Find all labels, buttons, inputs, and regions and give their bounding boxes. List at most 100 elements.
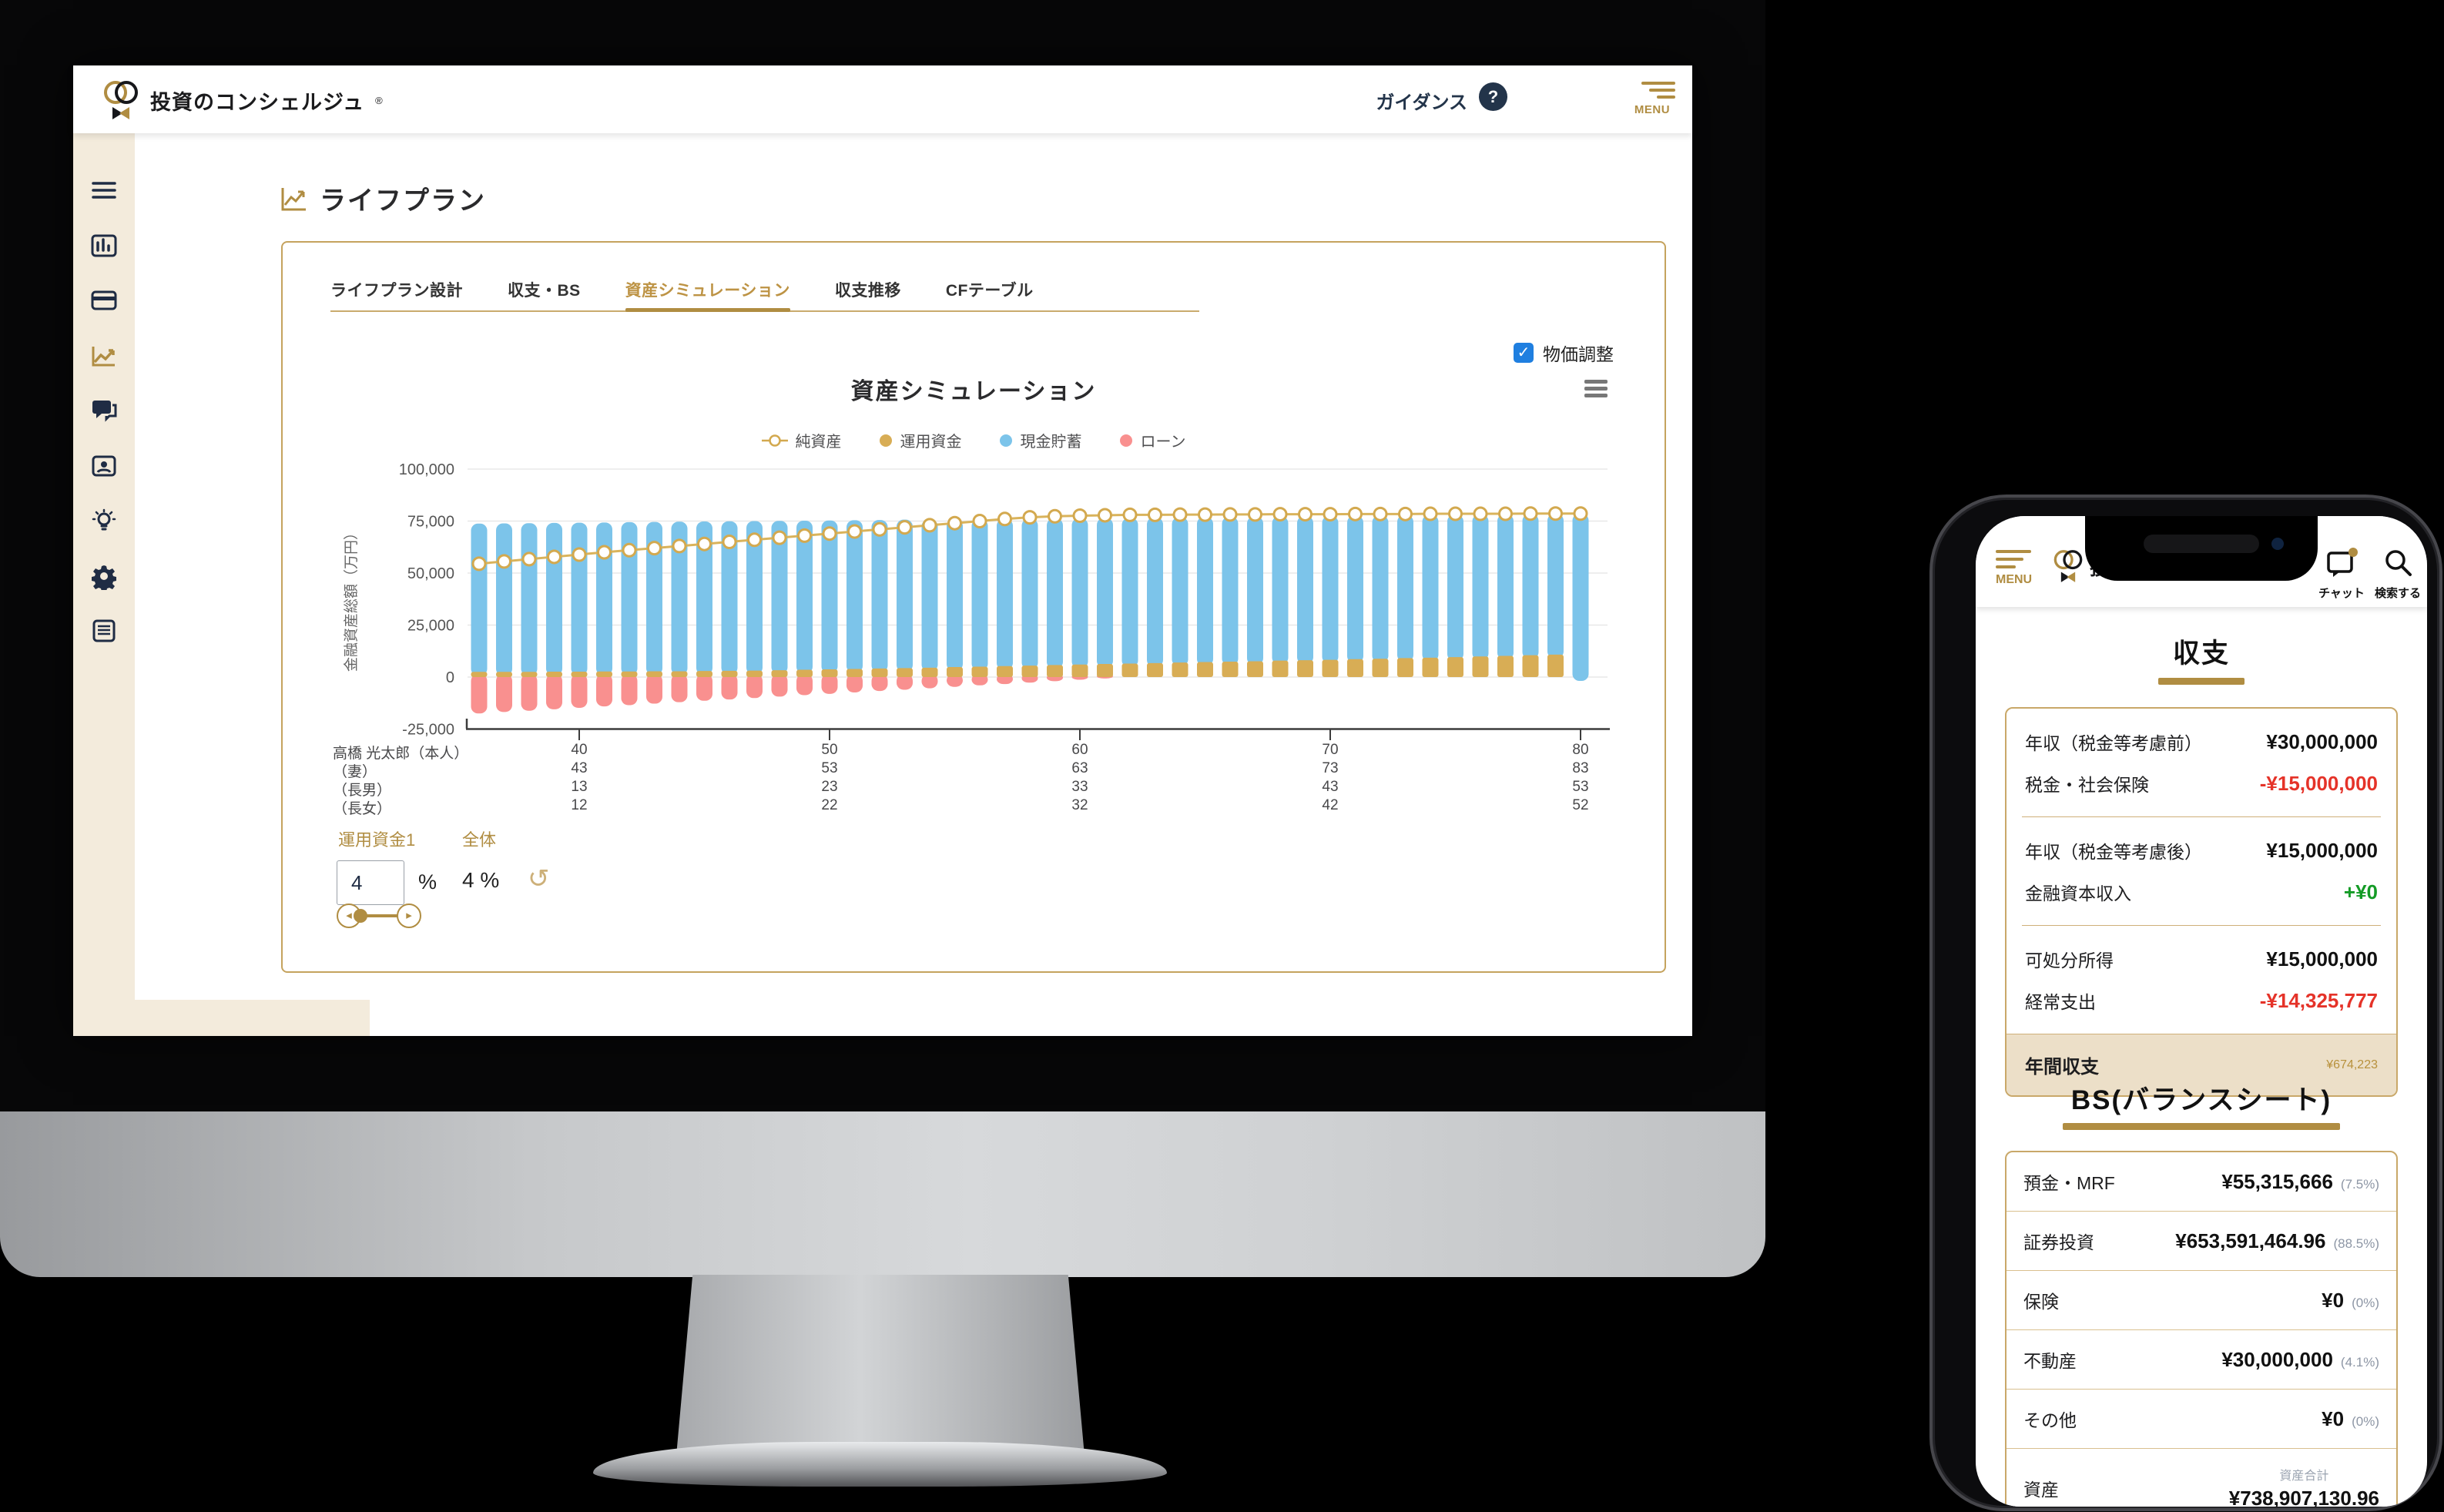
- bs-row: 保険 ¥0 (0%): [2006, 1271, 2396, 1330]
- bs-row: 不動産 ¥30,000,000 (4.1%): [2006, 1330, 2396, 1390]
- row-divider: [2022, 816, 2381, 817]
- tab-CFテーブル[interactable]: CFテーブル: [945, 282, 1034, 300]
- family-age-cell: 13: [571, 779, 588, 795]
- sidebar-item-hamburger[interactable]: [89, 175, 119, 206]
- legend-item-運用資金[interactable]: 運用資金: [879, 429, 962, 451]
- help-icon[interactable]: ?: [1479, 82, 1507, 111]
- page-title: ライフプラン: [280, 179, 486, 217]
- family-age-cell: 32: [1071, 797, 1088, 813]
- monitor-stand-neck: [676, 1275, 1085, 1456]
- income-row: 税金・社会保険 -¥15,000,000: [2025, 771, 2378, 796]
- guidance-link[interactable]: ガイダンス: [1376, 92, 1467, 113]
- row-divider: [2022, 925, 2381, 926]
- percent-sign: %: [418, 870, 438, 893]
- family-age-cell: 43: [1322, 779, 1339, 795]
- svg-text:金融資産総額（万円）: 金融資産総額（万円）: [343, 525, 360, 672]
- family-age-cell: 83: [1572, 760, 1589, 776]
- tab-資産シミュレーション[interactable]: 資産シミュレーション: [625, 282, 790, 300]
- dot-marker-icon: [999, 434, 1012, 447]
- slider-handle[interactable]: [354, 909, 367, 923]
- income-row: 可処分所得 ¥15,000,000: [2025, 947, 2378, 971]
- tab-収支推移[interactable]: 収支推移: [834, 282, 901, 300]
- bs-row: 預金・MRF ¥55,315,666 (7.5%): [2006, 1152, 2396, 1212]
- simulation-card: ライフプラン設計 収支・BS 資産シミュレーション 収支推移 CFテーブル ✓ 物価調整…: [281, 241, 1666, 973]
- sidebar-item-card[interactable]: [89, 285, 119, 316]
- fund1-label: 運用資金1: [338, 830, 416, 850]
- family-row-label: （妻）: [333, 764, 377, 780]
- phone-camera: [2271, 538, 2284, 550]
- price-adjust-checkbox[interactable]: ✓ 物価調整: [1514, 340, 1614, 366]
- logo-icon: [104, 81, 138, 119]
- lifeplan-title-icon: [281, 187, 306, 210]
- income-row: 年収（税金等考慮後） ¥15,000,000: [2025, 838, 2378, 863]
- app-window: 投資のコンシェルジュ ® ガイダンス ? MENU ライフプラン ライフプラン設…: [73, 65, 1692, 1036]
- family-age-cell: 43: [571, 760, 588, 776]
- family-row-label: （長男）: [333, 783, 392, 799]
- menu-icon: [1629, 82, 1675, 99]
- sidebar-item-dashboard[interactable]: [89, 230, 119, 261]
- monitor-chin: [0, 1111, 1765, 1277]
- legend-item-現金貯蓄[interactable]: 現金貯蓄: [999, 429, 1082, 451]
- income-title-underline: [2158, 678, 2245, 685]
- dashboard-icon: [91, 234, 117, 256]
- family-age-cell: 40: [571, 742, 588, 758]
- tab-収支・BS[interactable]: 収支・BS: [508, 282, 581, 300]
- family-age-cell: 53: [821, 760, 838, 776]
- checkbox-checked-icon[interactable]: ✓: [1514, 343, 1534, 363]
- family-age-cell: 73: [1322, 760, 1339, 776]
- family-age-cell: 33: [1071, 779, 1088, 795]
- family-age-cell: 52: [1572, 797, 1589, 813]
- dot-marker-icon: [879, 434, 892, 447]
- dot-marker-icon: [1119, 434, 1132, 447]
- menu-label: MENU: [1634, 103, 1671, 116]
- family-age-cell: 63: [1071, 760, 1088, 776]
- asset-simulation-chart: 100,000 75,000 50,000 25,000 0 -25,000 金融資産総額（…: [333, 452, 1627, 745]
- fund1-rate-input[interactable]: [337, 860, 404, 905]
- registered-mark: ®: [375, 94, 383, 106]
- tab-underline-active: [625, 308, 790, 312]
- phone-notch: [2085, 516, 2318, 581]
- settings-icon: [92, 565, 116, 590]
- legend-item-純資産[interactable]: 純資産: [761, 429, 842, 451]
- income-row: 経常支出 -¥14,325,777: [2025, 988, 2378, 1013]
- sidebar-item-idea[interactable]: [89, 505, 119, 536]
- sidebar-item-settings[interactable]: [89, 561, 119, 592]
- sidebar-item-report[interactable]: [89, 615, 119, 646]
- sidebar-item-chat[interactable]: [89, 395, 119, 426]
- slider-track[interactable]: [357, 914, 403, 917]
- slider-increase-button[interactable]: ▸: [397, 904, 421, 928]
- chart-context-menu-icon[interactable]: [1584, 380, 1608, 401]
- family-age-cell: 50: [821, 742, 838, 758]
- phone-menu-button[interactable]: MENU: [1996, 550, 2040, 587]
- idea-icon: [92, 508, 116, 531]
- sidebar-item-lifeplan-chart[interactable]: [89, 340, 119, 371]
- hamburger-icon: [92, 182, 116, 199]
- income-card: 年収（税金等考慮前） ¥30,000,000 税金・社会保険 -¥15,000,000…: [2005, 707, 2398, 1097]
- chat-icon: [92, 401, 117, 422]
- svg-text:-25,000: -25,000: [402, 722, 454, 739]
- profile-icon: [92, 455, 116, 476]
- card-icon: [91, 290, 117, 310]
- line-marker-icon: [761, 434, 788, 447]
- phone-search-button[interactable]: 検索する: [2373, 547, 2422, 601]
- rate-slider[interactable]: ◂ ▸: [337, 904, 421, 930]
- balance-sheet-card: 預金・MRF ¥55,315,666 (7.5%) 証券投資 ¥653,591,464.…: [2005, 1151, 2398, 1507]
- app-logo[interactable]: 投資のコンシェルジュ ®: [102, 79, 383, 121]
- phone-chat-button[interactable]: チャット: [2318, 547, 2365, 601]
- svg-text:25,000: 25,000: [407, 618, 454, 635]
- income-row: 年収（税金等考慮前） ¥30,000,000: [2025, 729, 2378, 754]
- svg-text:100,000: 100,000: [399, 461, 454, 478]
- sidebar-item-profile[interactable]: [89, 451, 119, 481]
- legend-item-ローン[interactable]: ローン: [1119, 429, 1186, 451]
- family-age-cell: 23: [821, 779, 838, 795]
- chart-title: 資産シミュレーション: [850, 379, 1097, 404]
- search-icon: [2385, 550, 2412, 576]
- phone-menu-label: MENU: [1996, 573, 2033, 586]
- tab-ライフプラン設計[interactable]: ライフプラン設計: [330, 282, 463, 300]
- bs-row: 資産 資産合計 ¥738,907,130.96: [2023, 1470, 2379, 1507]
- menu-button[interactable]: MENU: [1629, 78, 1675, 116]
- sidebar: [73, 133, 135, 1036]
- report-icon: [92, 619, 116, 642]
- phone-logo-icon: [2053, 550, 2083, 582]
- undo-icon[interactable]: ↺: [528, 864, 550, 893]
